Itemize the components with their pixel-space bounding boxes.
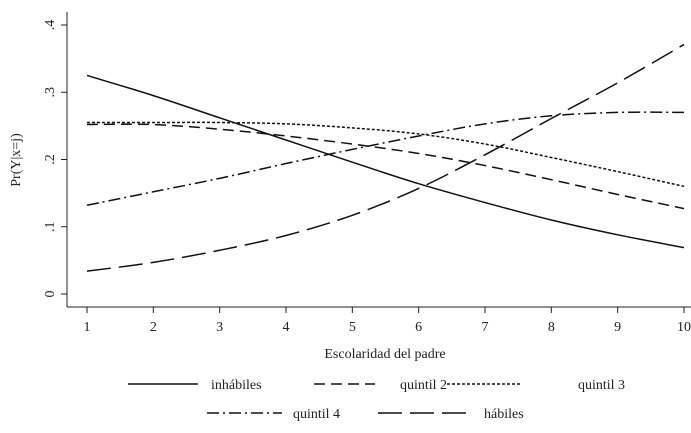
series-layer <box>86 43 685 272</box>
x-tick-label: 5 <box>349 320 356 335</box>
x-tick-label: 3 <box>216 320 223 335</box>
x-tick-label: 4 <box>283 320 290 335</box>
x-tick-label: 2 <box>150 320 157 335</box>
legend-label-3: quintil 3 <box>578 378 625 393</box>
series-line-1 <box>86 74 685 249</box>
legend-label-2: quintil 2 <box>400 378 447 393</box>
y-axis-label: Pr(Y|x=j) <box>9 133 24 187</box>
x-tick-label: 6 <box>415 320 422 335</box>
legend: inhábiles quintil 2 quintil 3 quintil 4 hábi… <box>128 378 625 422</box>
series-line-3 <box>87 121 685 188</box>
x-tick-label: 10 <box>677 320 691 335</box>
y-tick-label: 0 <box>43 291 58 298</box>
series-line-4 <box>86 111 685 206</box>
x-axis-label: Escolaridad del padre <box>324 347 445 362</box>
x-tick-label: 9 <box>614 320 621 335</box>
series-line-5 <box>86 43 685 272</box>
x-tick-label: 7 <box>482 320 489 335</box>
y-tick-label: .2 <box>43 154 58 165</box>
legend-label-1: inhábiles <box>211 378 262 393</box>
x-tick-label: 8 <box>548 320 555 335</box>
legend-label-5: hábiles <box>484 407 524 422</box>
legend-label-4: quintil 4 <box>293 407 340 422</box>
y-tick-label: .1 <box>43 222 58 233</box>
y-tick-label: .4 <box>43 20 58 31</box>
x-tick-label: 1 <box>84 320 91 335</box>
series-line-2 <box>86 123 685 210</box>
y-tick-label: .3 <box>43 87 58 98</box>
axes: 1 2 3 4 5 6 7 8 9 10 0 .1 .2 .3 .4 <box>43 12 691 335</box>
